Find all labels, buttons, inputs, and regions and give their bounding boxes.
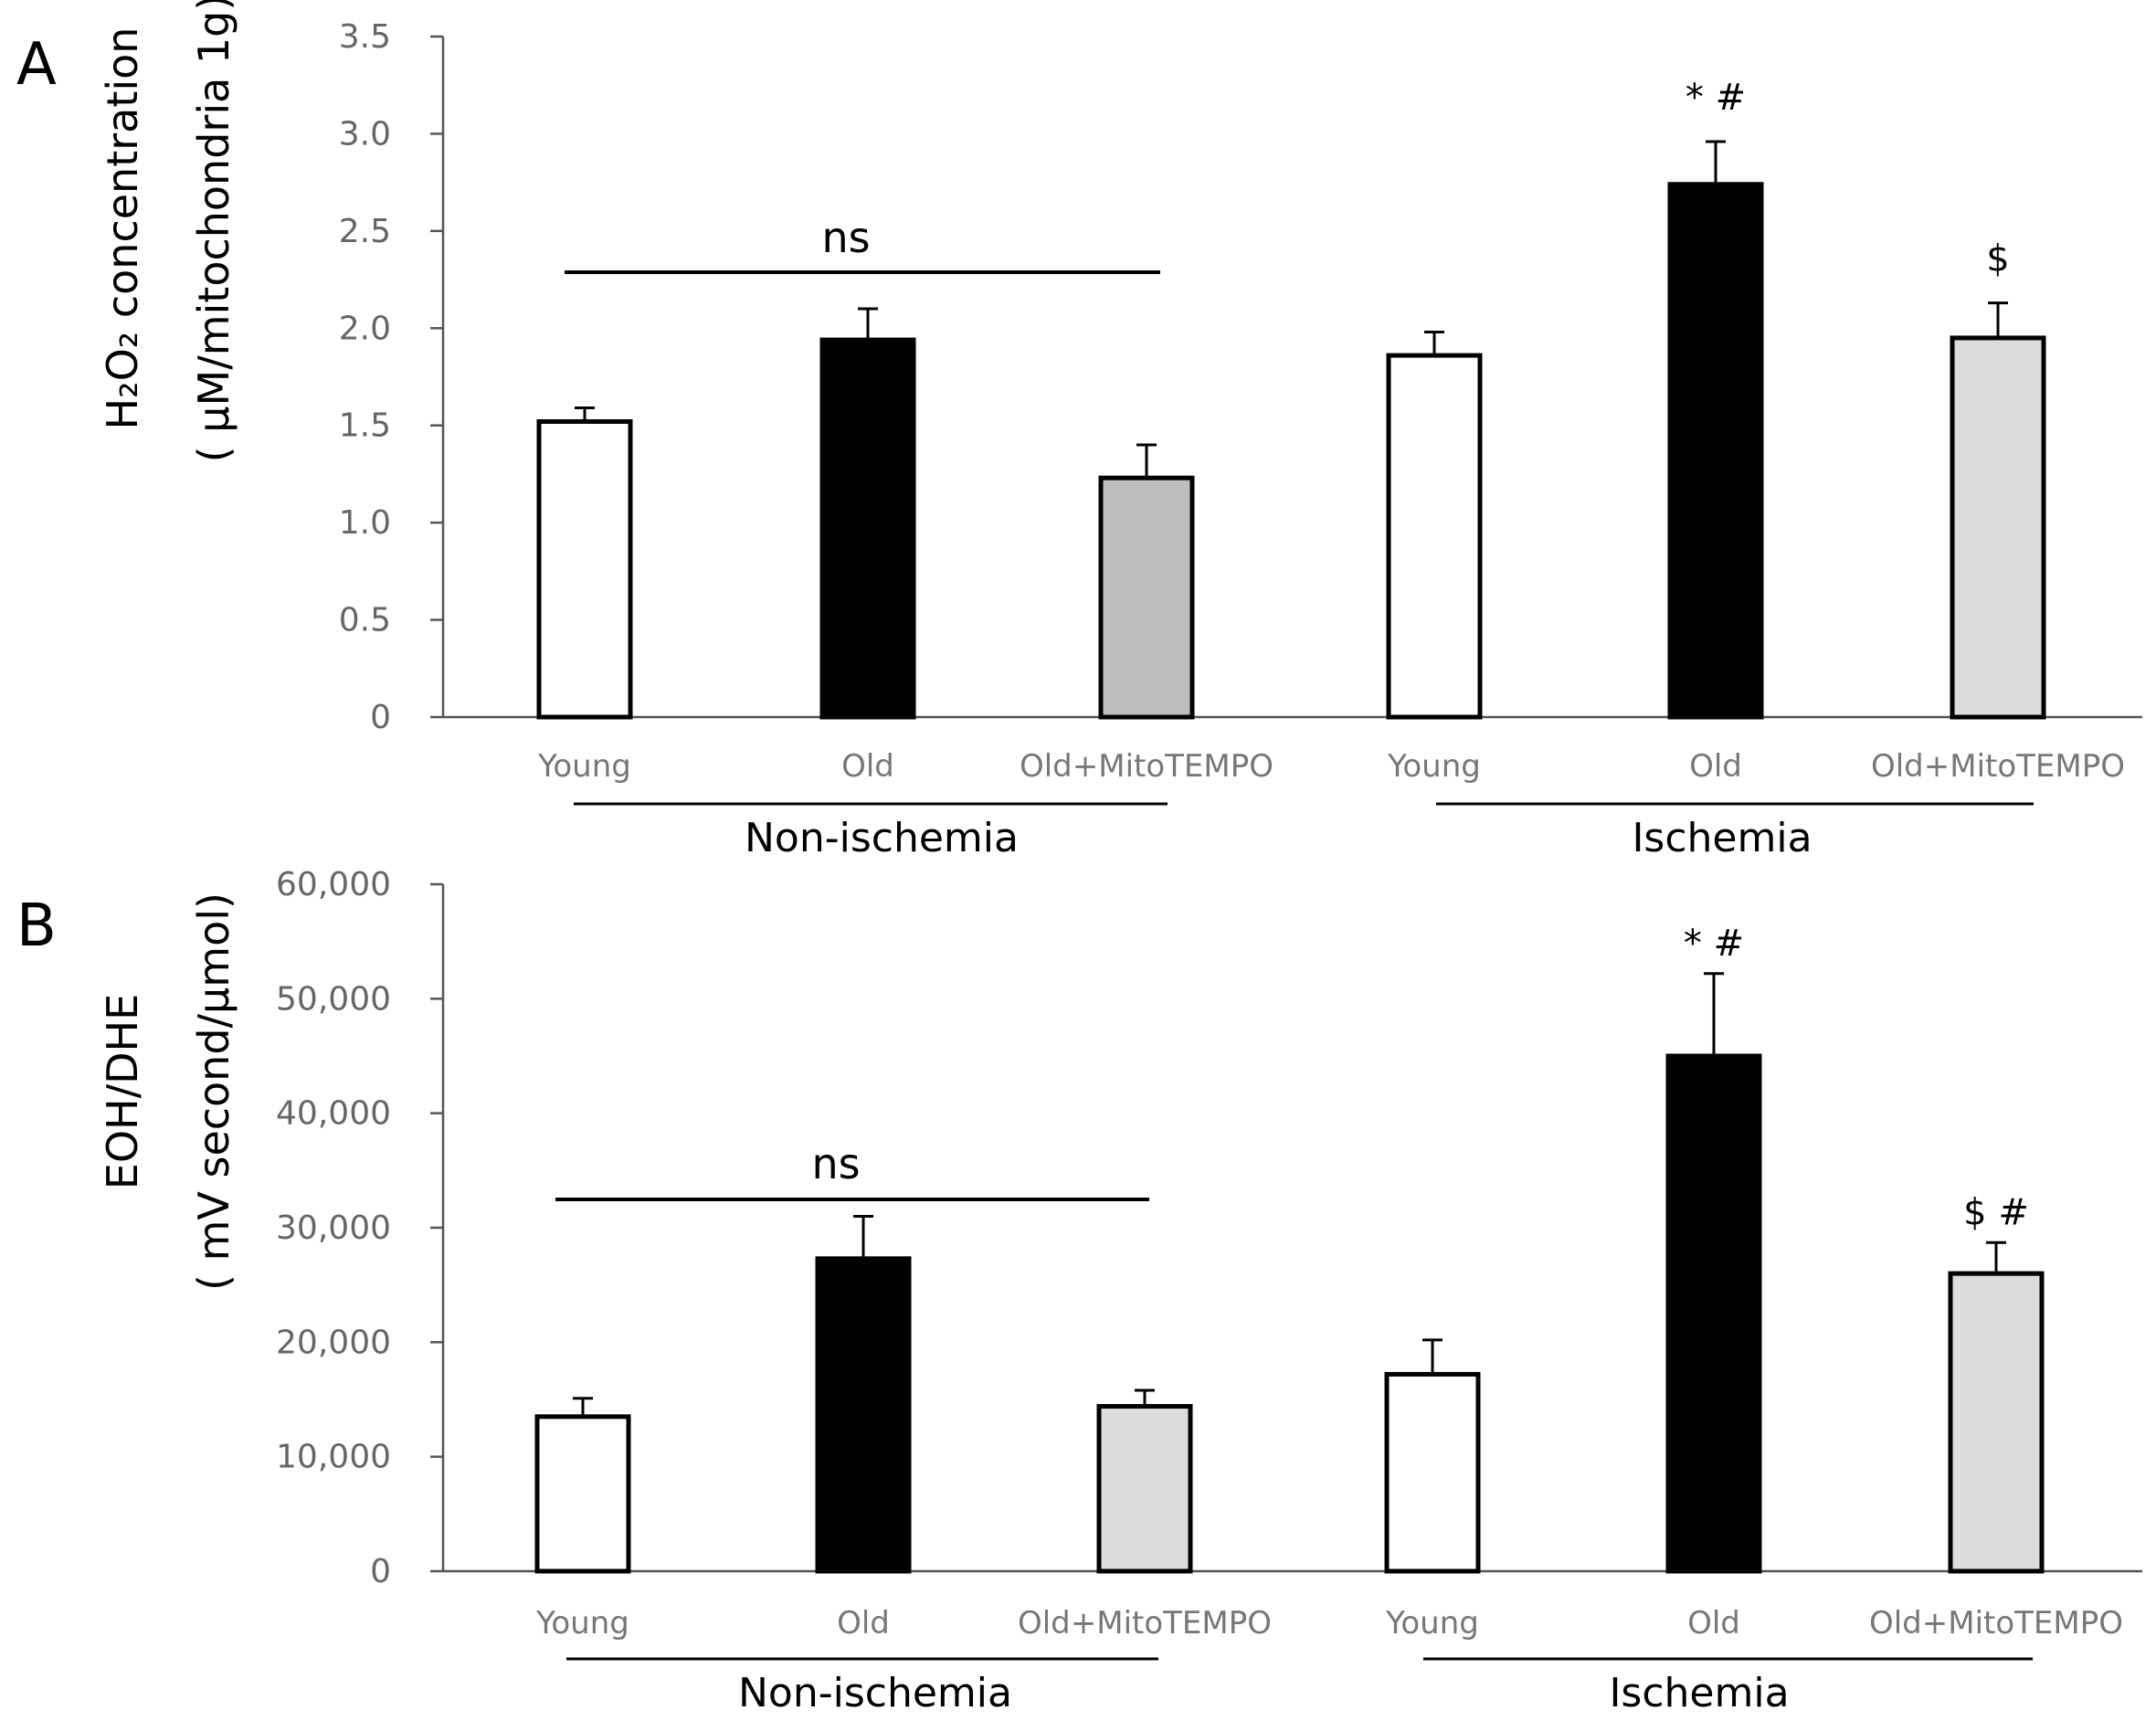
y-tick-label: 2.0 [339,310,391,347]
bar-old-mitotempo-ischemia [1948,1271,2045,1574]
bar-old-ischemia [1667,182,1764,720]
y-axis-title: H₂O₂ concentration [98,27,147,430]
group-label: Ischemia [1632,815,1812,861]
y-axis-subtitle: ( µM/mitochondria 1g) [189,0,238,462]
y-tick-label: 1.5 [339,407,391,445]
bar-old-ischemia [1665,1053,1762,1574]
x-tick-label: Old+MitoTEMPO [1869,1605,2123,1642]
x-tick-label: Old+MitoTEMPO [1871,748,2125,785]
x-tick-label: Young [1385,1605,1479,1642]
x-tick-label: Old+MitoTEMPO [1018,1605,1272,1642]
y-tick-label: 40,000 [276,1095,391,1133]
bar-young-non-ischemia [536,418,633,720]
panel-a: A H₂O₂ concentration ( µM/mitochondria 1g)… [16,0,2142,861]
y-tick-label: 60,000 [276,866,391,903]
y-tick-label: 2.5 [339,213,391,250]
significance-marker: $ # [1963,1191,2029,1233]
y-axis-title: EOH/DHE [98,994,147,1189]
ns-label: ns [811,1139,860,1188]
x-tick-label: Young [537,748,631,785]
bar-old-mitotempo-non-ischemia [1096,1404,1193,1574]
panel-letter: A [16,31,57,99]
y-tick-label: 3.0 [339,115,391,153]
ns-label: ns [821,213,870,262]
y-tick-label: 0.5 [339,602,391,639]
bar-young-ischemia [1386,353,1483,720]
y-axis-subtitle: ( mV second/µmol) [189,892,238,1291]
y-tick-label: 20,000 [276,1324,391,1361]
x-tick-label: Young [535,1605,629,1642]
y-tick-label: 1.0 [339,504,391,542]
x-tick-label: Old [841,748,894,785]
x-tick-label: Old [837,1605,890,1642]
bar-old-mitotempo-non-ischemia [1098,475,1195,720]
y-tick-label: 0 [370,699,391,736]
bar-young-non-ischemia [534,1414,631,1574]
y-tick-label: 30,000 [276,1209,391,1247]
x-tick-label: Old+MitoTEMPO [1020,748,1274,785]
bar-old-mitotempo-ischemia [1950,335,2046,720]
group-label: Non-ischemia [738,1670,1012,1716]
bar-young-ischemia [1384,1371,1481,1574]
group-label: Ischemia [1609,1670,1789,1716]
bar-old-non-ischemia [819,337,916,720]
y-tick-label: 50,000 [276,980,391,1018]
x-tick-label: Young [1387,748,1481,785]
bar-old-non-ischemia [815,1256,912,1574]
y-tick-label: 0 [370,1553,391,1590]
significance-marker: $ [1986,238,2009,280]
panel-b: B EOH/DHE ( mV second/µmol) 0 10,000 20,000 30… [16,866,2142,1716]
x-tick-label: Old [1687,1605,1740,1642]
y-tick-label: 10,000 [276,1439,391,1476]
panel-letter: B [16,892,57,960]
y-tick-label: 3.5 [339,18,391,56]
significance-marker: * # [1684,923,1744,965]
group-label: Non-ischemia [745,815,1019,861]
significance-marker: * # [1686,77,1746,119]
x-tick-label: Old [1689,748,1742,785]
